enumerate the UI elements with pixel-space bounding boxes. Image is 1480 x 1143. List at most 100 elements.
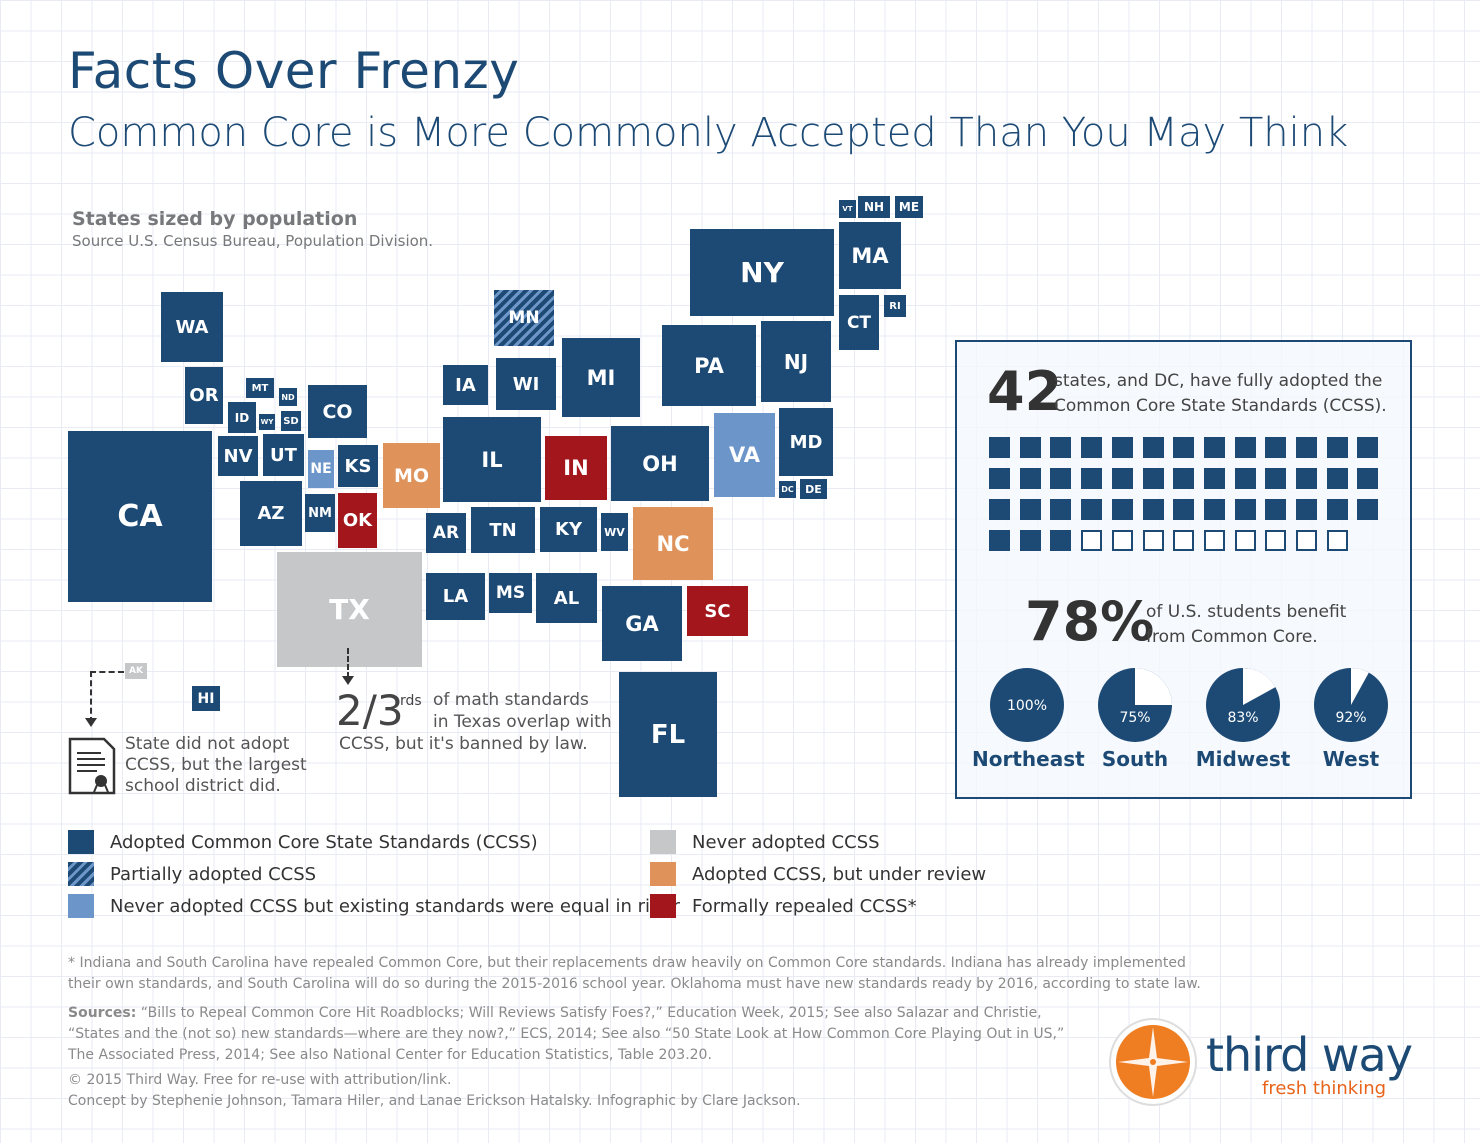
legend-item-review: Adopted CCSS, but under review: [650, 862, 986, 886]
adopted-text-1: states, and DC, have fully adopted the: [1054, 371, 1383, 391]
waffle-square-filled: [1173, 468, 1195, 489]
state-tile-la: LA: [426, 573, 485, 620]
credits: © 2015 Third Way. Free for re-use with a…: [68, 1070, 801, 1112]
state-tile-pa: PA: [662, 325, 756, 406]
state-tile-nj: NJ: [761, 321, 831, 402]
map-note-source: Source U.S. Census Bureau, Population Di…: [72, 232, 434, 250]
waffle-square-filled: [989, 468, 1010, 489]
waffle-square-filled: [1081, 499, 1103, 520]
waffle-square-empty: [1173, 530, 1195, 551]
legend-swatch: [650, 830, 676, 854]
waffle-square-empty: [1296, 530, 1317, 551]
waffle-square-filled: [1111, 468, 1133, 489]
pie-value: 100%: [1007, 698, 1047, 714]
students-text-2: from Common Core.: [1146, 627, 1318, 647]
tx-note-1: of math standards: [433, 690, 589, 710]
tx-note-2: in Texas overlap with: [433, 712, 612, 732]
state-tile-dc: DC: [779, 481, 796, 498]
state-tile-tn: TN: [471, 507, 535, 553]
waffle-square-filled: [1357, 499, 1379, 520]
state-tile-wv: WV: [601, 513, 628, 551]
pie-remainder: [1135, 668, 1172, 705]
waffle-square-filled: [1326, 468, 1348, 489]
waffle-square-filled: [1019, 530, 1041, 551]
legend-swatch: [650, 894, 676, 918]
state-tile-ny: NY: [690, 229, 834, 316]
state-tile-tx: TX: [277, 552, 422, 667]
legend-item-repealed: Formally repealed CCSS*: [650, 894, 917, 918]
waffle-square-empty: [1111, 530, 1133, 551]
pie-value: 92%: [1335, 710, 1366, 726]
legend-label: Adopted CCSS, but under review: [692, 863, 987, 885]
pie-remainder: [1351, 668, 1369, 705]
pie-value: 83%: [1227, 710, 1258, 726]
sources: Sources: “Bills to Repeal Common Core Hi…: [68, 1003, 1064, 1066]
pie-midwest: 83%: [1206, 668, 1280, 742]
state-tile-fl: FL: [619, 672, 717, 797]
state-tile-ia: IA: [443, 365, 488, 405]
pie-west: 92%: [1314, 668, 1388, 742]
source-line-2: “States and the (not so) new standards—w…: [68, 1026, 1065, 1042]
waffle-square-filled: [1326, 499, 1348, 520]
ak-note: State did not adopt CCSS, but the larges…: [125, 734, 307, 796]
state-tile-md: MD: [779, 408, 833, 476]
state-tile-co: CO: [308, 385, 367, 438]
waffle-square-filled: [1142, 437, 1164, 458]
pie-value: 75%: [1119, 710, 1150, 726]
waffle-square-filled: [1234, 468, 1256, 489]
ak-connector: [90, 671, 124, 723]
page-subtitle: Common Core is More Commonly Accepted Th…: [68, 110, 1349, 156]
waffle-square-filled: [1173, 437, 1195, 458]
legend-label: Never adopted CCSS but existing standard…: [110, 895, 680, 917]
state-tile-wy: WY: [259, 414, 275, 430]
tx-note-3: CCSS, but it's banned by law.: [339, 734, 588, 754]
state-tile-nd: ND: [279, 388, 297, 406]
state-tile-ut: UT: [263, 434, 304, 476]
waffle-square-filled: [1050, 468, 1072, 489]
state-tile-mn: MN: [494, 290, 554, 346]
logo-tagline: fresh thinking: [1262, 1078, 1387, 1099]
waffle-square-filled: [1265, 468, 1287, 489]
waffle-square-filled: [989, 437, 1010, 458]
waffle-square-filled: [1234, 499, 1256, 520]
waffle-square-filled: [1265, 499, 1287, 520]
pie-northeast: 100%: [990, 668, 1064, 742]
arrow-down-icon: [85, 718, 97, 727]
waffle-square-filled: [989, 499, 1010, 520]
waffle-square-filled: [1050, 437, 1072, 458]
waffle-square-filled: [1357, 468, 1379, 489]
waffle-square-filled: [1050, 530, 1072, 551]
waffle-square-filled: [1142, 468, 1164, 489]
state-tile-ar: AR: [426, 513, 466, 553]
state-tile-va: VA: [714, 413, 775, 497]
students-pct: 78%: [1025, 590, 1155, 653]
waffle-square-filled: [1326, 437, 1348, 458]
waffle-square-filled: [1142, 499, 1164, 520]
waffle-square-empty: [1081, 530, 1103, 551]
footnote-line-2: their own standards, and South Carolina …: [68, 976, 1201, 992]
adopted-text-2: Common Core State Standards (CCSS).: [1054, 396, 1387, 416]
pie-remainder: [1243, 668, 1276, 705]
waffle-square-filled: [1265, 437, 1287, 458]
state-tile-nh: NH: [858, 196, 890, 218]
waffle-square-filled: [1081, 437, 1103, 458]
state-tile-sd: SD: [281, 411, 301, 431]
students-text-1: of U.S. students benefit: [1146, 602, 1347, 622]
state-tile-mt: MT: [246, 378, 274, 398]
state-tile-ga: GA: [602, 586, 682, 661]
waffle-square-empty: [1142, 530, 1164, 551]
waffle-square-filled: [1296, 499, 1317, 520]
legend-swatch: [650, 862, 676, 886]
state-tile-nv: NV: [218, 436, 258, 476]
state-tile-az: AZ: [240, 481, 302, 546]
state-tile-ct: CT: [839, 295, 879, 350]
region-label: Northeast: [972, 747, 1085, 771]
tx-connector: [347, 648, 349, 678]
legend-swatch: [68, 894, 94, 918]
state-tile-oh: OH: [611, 426, 709, 501]
waffle-square-filled: [1203, 437, 1225, 458]
waffle-square-filled: [1019, 499, 1041, 520]
waffle-square-filled: [1111, 499, 1133, 520]
waffle-square-filled: [1203, 499, 1225, 520]
waffle-square-filled: [1296, 437, 1317, 458]
